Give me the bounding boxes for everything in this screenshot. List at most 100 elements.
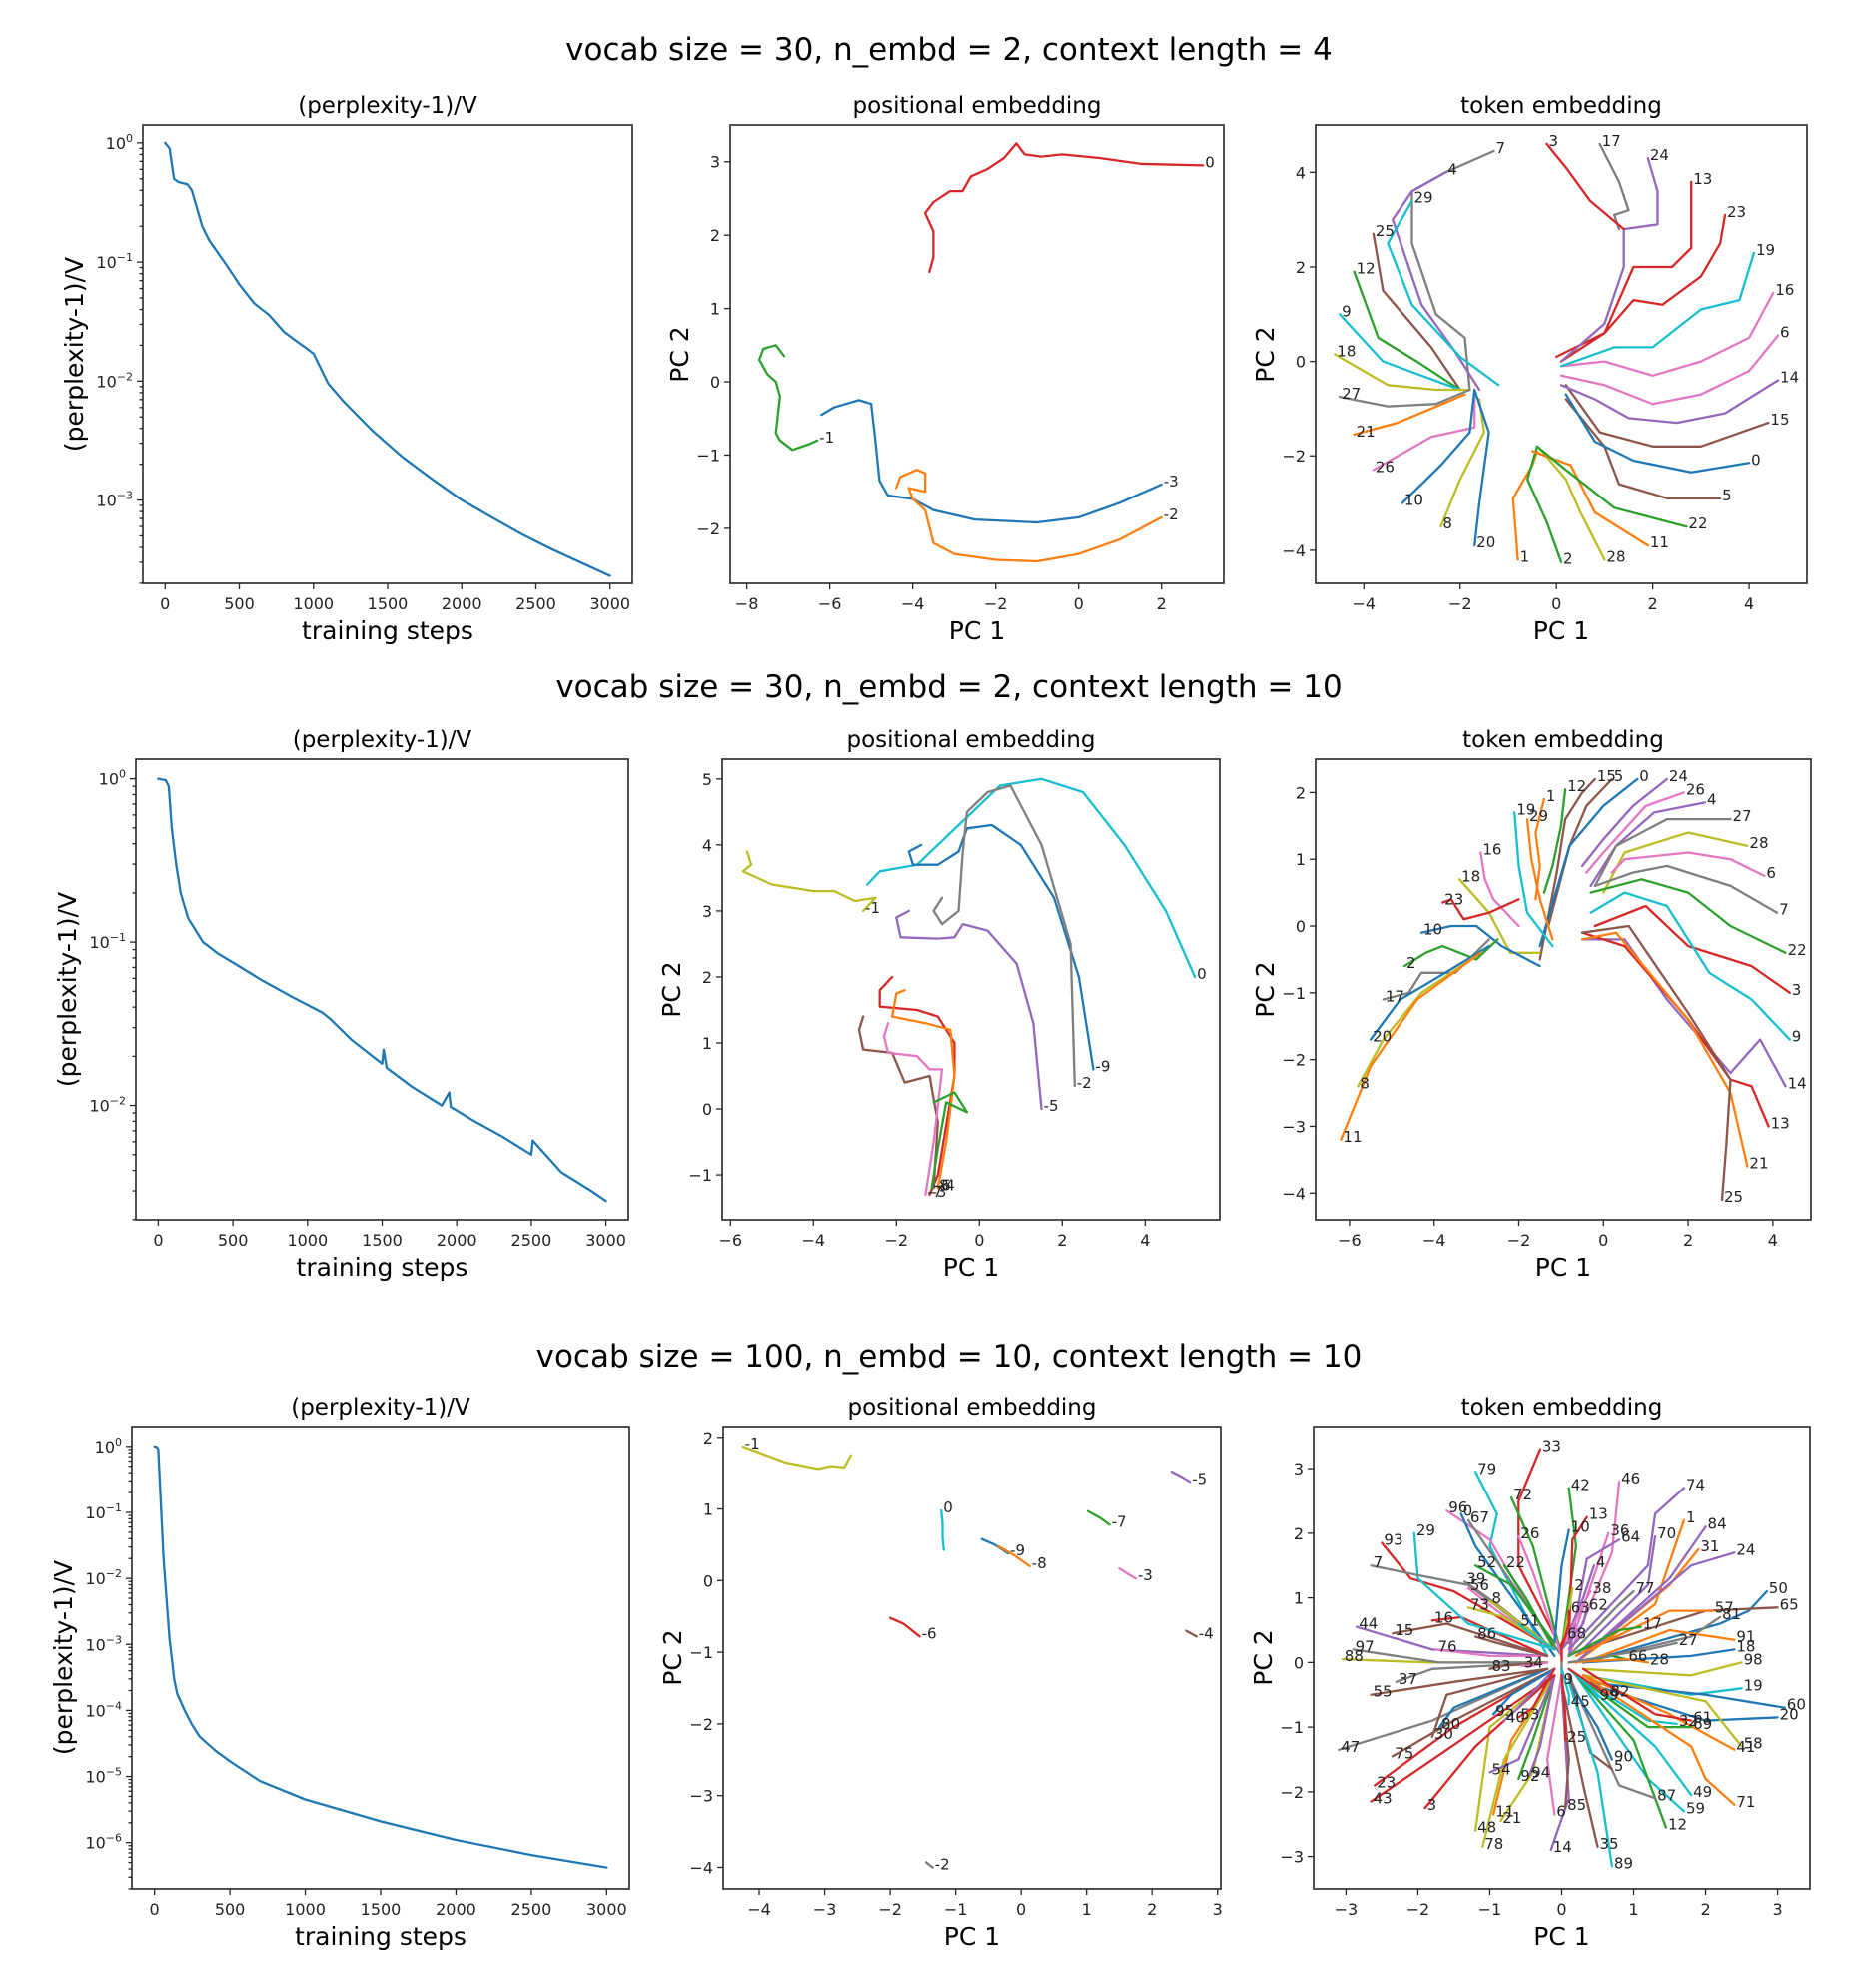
- trajectory-label-61: 61: [1693, 1709, 1712, 1727]
- trajectory-label-21: 21: [1749, 1155, 1768, 1173]
- trajectory-6: [1559, 334, 1780, 406]
- y-tick-label: −2: [1280, 1783, 1304, 1802]
- chart-title: positional embedding: [848, 1395, 1097, 1421]
- trajectory-24: [1559, 156, 1659, 363]
- trajectory-0: [940, 1508, 945, 1551]
- trajectory-label--2: -2: [935, 1855, 950, 1873]
- y-tick-label: 0: [710, 373, 720, 392]
- trajectory-10: [1419, 924, 1541, 968]
- x-tick-label: −4: [747, 1900, 771, 1919]
- trajectory--1: [741, 1445, 852, 1471]
- trajectory-label-76: 76: [1437, 1637, 1456, 1655]
- trajectory-13: [1580, 931, 1770, 1128]
- trajectory--3: [1118, 1566, 1137, 1580]
- y-tick-label: 10−1: [85, 1501, 122, 1522]
- trajectory-83: [1488, 1661, 1549, 1670]
- x-tick-label: 500: [215, 1900, 246, 1919]
- trajectory-91: [1581, 1628, 1736, 1664]
- positional-embedding-chart-row-2: positional embedding 0 -9-2 -5 -1 -3-4-6-7-8 −…: [657, 727, 1221, 1282]
- trajectory-label-27: 27: [1342, 385, 1361, 403]
- trajectory-label-26: 26: [1520, 1524, 1539, 1542]
- trajectory-label-15: 15: [1597, 767, 1616, 785]
- trajectory-label-5: 5: [1722, 487, 1732, 504]
- trajectory-label-16: 16: [1775, 281, 1794, 299]
- trajectory-label--8: -8: [1032, 1554, 1047, 1572]
- x-tick-label: 500: [224, 594, 255, 613]
- x-tick-label: 0: [1074, 594, 1084, 613]
- trajectory-label-3: 3: [1549, 132, 1559, 150]
- trajectory-label-13: 13: [1771, 1114, 1790, 1132]
- trajectory-1: [1511, 450, 1539, 561]
- trajectory--6: [888, 1616, 921, 1638]
- trajectory-2: [1402, 938, 1499, 968]
- x-axis-label: PC 1: [943, 1253, 999, 1282]
- trajectory-22: [1589, 878, 1787, 954]
- y-tick-label: −3: [1282, 1117, 1306, 1136]
- y-tick-label: 10−2: [85, 1567, 122, 1588]
- y-axis-label: (perplexity-1)/V: [60, 257, 89, 452]
- x-tick-label: −2: [1507, 1231, 1531, 1250]
- x-tick-label: −2: [1406, 1900, 1430, 1919]
- trajectory-8: [1357, 951, 1482, 1088]
- trajectory--7: [882, 1022, 944, 1197]
- chart-title: positional embedding: [847, 727, 1096, 753]
- trajectory-label-43: 43: [1374, 1790, 1393, 1808]
- trajectory-label-66: 66: [1628, 1647, 1647, 1665]
- trajectory-label-26: 26: [1376, 458, 1395, 476]
- trajectory--5: [895, 909, 1043, 1111]
- trajectory-94: [1527, 1674, 1556, 1777]
- y-tick-label: 0: [703, 1571, 713, 1590]
- trajectory-35: [1560, 1680, 1599, 1849]
- trajectory-label-92: 92: [1520, 1767, 1539, 1785]
- x-tick-label: 2000: [437, 1231, 477, 1250]
- trajectory-23: [1441, 898, 1520, 921]
- trajectory-label--1: -1: [865, 899, 880, 917]
- chart-title: (perplexity-1)/V: [291, 1395, 470, 1421]
- trajectory-30: [1430, 1667, 1549, 1738]
- x-tick-label: 1: [1628, 1900, 1638, 1919]
- x-tick-label: 2500: [511, 1900, 552, 1919]
- trajectory-label-71: 71: [1736, 1793, 1755, 1811]
- y-tick-label: 2: [710, 226, 720, 245]
- trajectory-42: [1560, 1487, 1578, 1651]
- trajectory-label-24: 24: [1736, 1540, 1755, 1558]
- trajectory-84: [1574, 1525, 1707, 1664]
- trajectory-3: [1593, 904, 1791, 994]
- trajectory-label-33: 33: [1542, 1438, 1561, 1456]
- trajectory-label-39: 39: [1466, 1569, 1485, 1587]
- trajectory-label-11: 11: [1495, 1803, 1514, 1821]
- trajectory-47: [1338, 1667, 1549, 1751]
- trajectory-label-89: 89: [1614, 1854, 1633, 1872]
- trajectory-6: [1545, 1674, 1563, 1816]
- trajectory-label-16: 16: [1482, 841, 1501, 859]
- trajectory-label-2: 2: [1563, 550, 1573, 568]
- trajectory-label--6: -6: [936, 1176, 951, 1194]
- loss-curve: [153, 1445, 608, 1869]
- trajectory-5: [1547, 777, 1613, 928]
- row-title-2: vocab size = 30, n_embd = 2, context len…: [555, 669, 1342, 705]
- trajectory-51: [1517, 1622, 1556, 1651]
- trajectory-label-21: 21: [1357, 423, 1376, 441]
- trajectory-label-29: 29: [1529, 807, 1548, 825]
- trajectory-label-6: 6: [1766, 864, 1776, 882]
- chart-title: positional embedding: [853, 93, 1102, 119]
- trajectory-label-70: 70: [1657, 1524, 1676, 1542]
- trajectory-label-32: 32: [1679, 1712, 1698, 1730]
- trajectory-76: [1434, 1648, 1549, 1658]
- trajectory-55: [1370, 1667, 1549, 1696]
- y-tick-label: −1: [696, 446, 720, 465]
- x-tick-label: 0: [974, 1231, 984, 1250]
- trajectory-25: [1372, 232, 1461, 392]
- trajectory-label-64: 64: [1621, 1527, 1640, 1545]
- trajectory-label-12: 12: [1567, 777, 1586, 795]
- y-tick-label: −3: [1280, 1848, 1304, 1867]
- trajectory-label--1: -1: [819, 429, 834, 447]
- trajectory-19: [1513, 811, 1554, 948]
- trajectory-label-45: 45: [1571, 1692, 1590, 1710]
- trajectory-26: [1517, 1534, 1563, 1658]
- axes-frame: [729, 124, 1225, 584]
- trajectory-label--3: -3: [932, 1183, 947, 1201]
- trajectory-label-97: 97: [1356, 1637, 1375, 1655]
- trajectory--2: [894, 469, 1163, 563]
